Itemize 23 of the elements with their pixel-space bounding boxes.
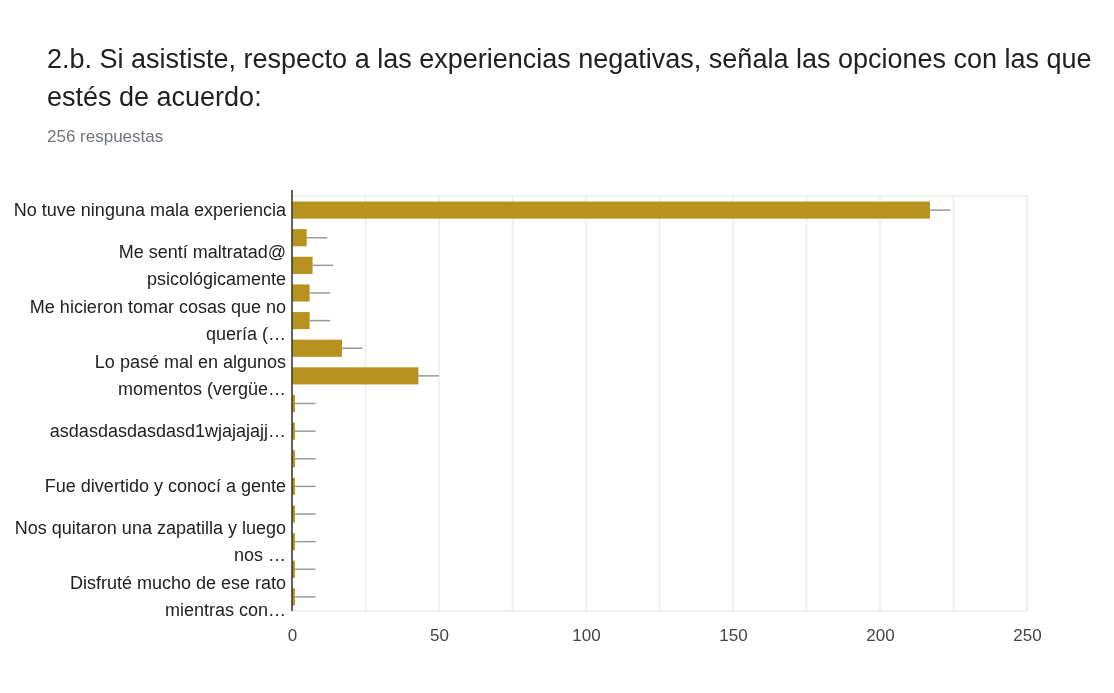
y-tick-label: asdasdasdasdasd1wjajajajj… [49, 421, 286, 442]
x-tick-label: 100 [572, 626, 601, 646]
x-tick-label: 150 [719, 626, 748, 646]
y-tick-label: Disfruté mucho de ese rato mientras con… [69, 573, 286, 621]
x-tick-label: 200 [866, 626, 895, 646]
x-tick-label: 0 [287, 626, 298, 646]
bar [292, 339, 342, 357]
bar [292, 284, 310, 302]
y-tick-label: Lo pasé mal en algunos momentos (vergüe… [94, 352, 286, 400]
chart-title: 2.b. Si asististe, respecto a las experiencias negativas, señala las opciones con las que estés de acuerdo: [47, 44, 1092, 112]
bar [292, 312, 310, 330]
bar [292, 367, 419, 385]
y-tick-label: Me sentí maltratad@ psicológicamente [118, 241, 286, 289]
y-tick-label: No tuve ninguna mala experiencia [13, 200, 287, 221]
y-tick-label: Me hicieron tomar cosas que no quería (… [29, 297, 286, 345]
x-tick-label: 50 [430, 626, 449, 646]
bar [292, 256, 313, 274]
bar [292, 201, 930, 219]
text: 256 respuestas [47, 127, 164, 146]
y-tick-label: Fue divertido y conocí a gente [44, 476, 286, 497]
x-tick-label: 250 [1013, 626, 1042, 646]
y-tick-label: Nos quitaron una zapatilla y luego nos … [14, 518, 286, 566]
bar [292, 229, 307, 247]
